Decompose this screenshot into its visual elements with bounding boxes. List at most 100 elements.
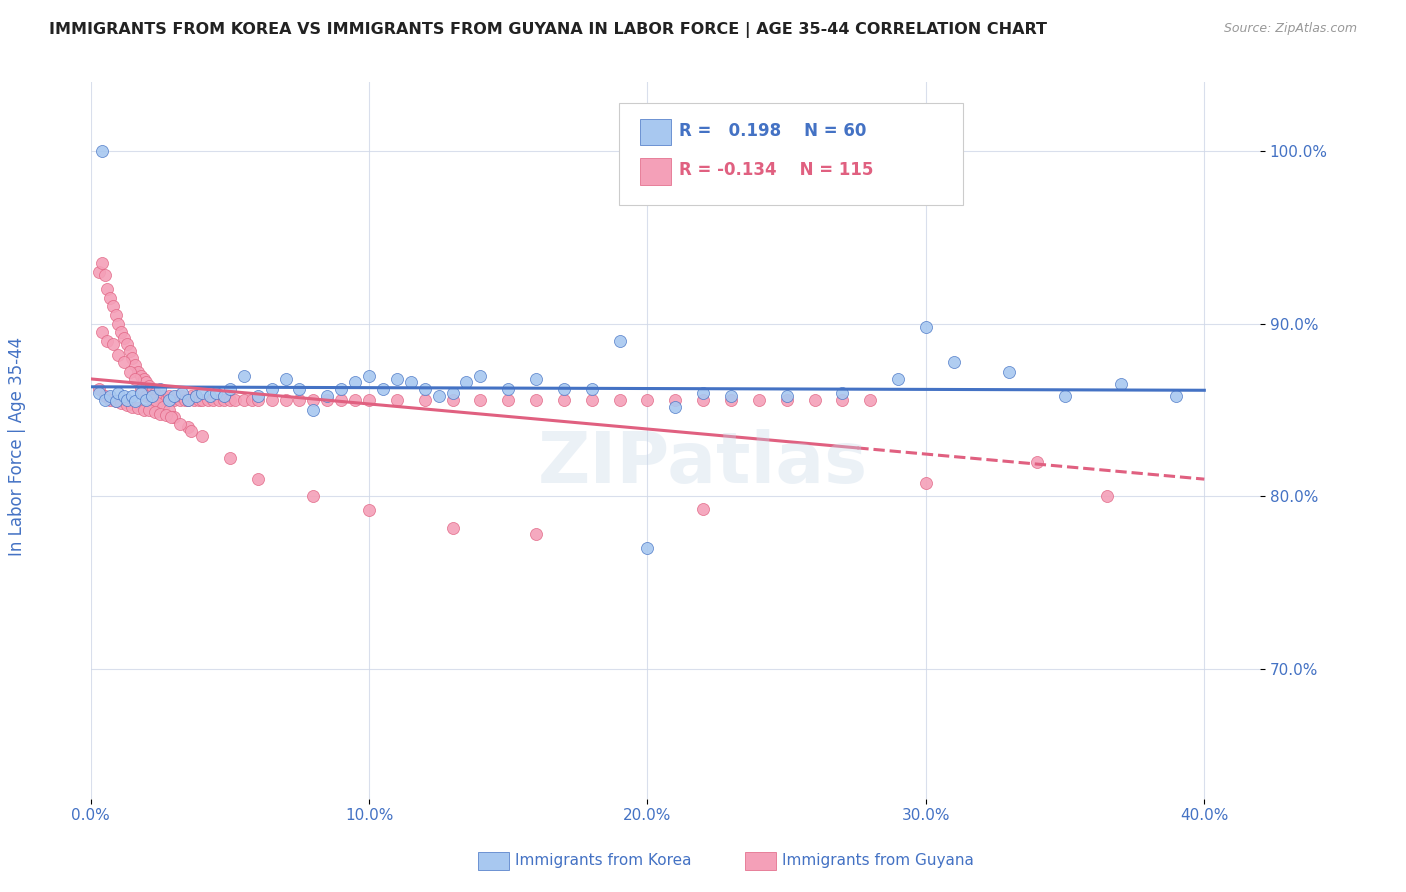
Point <box>344 392 367 407</box>
Point <box>129 368 152 383</box>
Point <box>132 372 155 386</box>
Point <box>124 394 146 409</box>
Point <box>188 392 211 407</box>
Point <box>149 407 172 421</box>
Point <box>942 355 965 369</box>
Point <box>609 392 631 407</box>
Point <box>87 265 110 279</box>
Point <box>553 392 575 407</box>
Point <box>470 368 492 383</box>
Point <box>208 392 231 407</box>
Point <box>87 383 110 397</box>
Point <box>246 392 269 407</box>
Point <box>720 392 742 407</box>
Text: R =   0.198    N = 60: R = 0.198 N = 60 <box>679 122 866 140</box>
Point <box>129 383 152 397</box>
Point <box>169 417 191 431</box>
Point <box>399 376 422 390</box>
Point <box>143 405 166 419</box>
Point <box>98 392 121 407</box>
Point <box>371 383 394 397</box>
Point <box>441 392 464 407</box>
Point <box>115 398 138 412</box>
Point <box>413 383 436 397</box>
Point <box>664 392 686 407</box>
Point <box>330 383 353 397</box>
Point <box>524 527 547 541</box>
Point <box>169 392 191 407</box>
Point <box>93 392 115 407</box>
Point <box>124 358 146 372</box>
Point <box>831 392 853 407</box>
Point <box>637 392 659 407</box>
Point <box>98 291 121 305</box>
Point <box>831 385 853 400</box>
Point <box>112 355 135 369</box>
Point <box>316 389 339 403</box>
Point <box>859 392 882 407</box>
Point <box>121 351 143 366</box>
Point <box>274 392 297 407</box>
Point <box>141 389 163 403</box>
Point <box>344 376 367 390</box>
Point <box>87 385 110 400</box>
Point <box>180 424 202 438</box>
Point <box>110 396 132 410</box>
Point <box>260 392 283 407</box>
Point <box>496 383 519 397</box>
Point <box>524 372 547 386</box>
Point <box>177 392 200 407</box>
Point <box>218 392 240 407</box>
Point <box>163 409 186 424</box>
Point <box>288 392 311 407</box>
Point <box>197 392 219 407</box>
Point <box>135 376 157 390</box>
Point <box>202 392 225 407</box>
Point <box>330 392 353 407</box>
Text: ZIPatlas: ZIPatlas <box>538 429 868 499</box>
Point <box>127 365 149 379</box>
Point <box>138 403 160 417</box>
Point <box>385 392 408 407</box>
Point <box>132 403 155 417</box>
Point <box>803 392 825 407</box>
Point <box>143 385 166 400</box>
Point <box>90 326 112 340</box>
Point <box>121 400 143 414</box>
Point <box>302 392 325 407</box>
Text: In Labor Force | Age 35-44: In Labor Force | Age 35-44 <box>8 336 25 556</box>
Point <box>163 389 186 403</box>
Point <box>93 268 115 283</box>
Point <box>553 383 575 397</box>
Point <box>776 389 799 403</box>
Point <box>146 396 169 410</box>
Point <box>138 379 160 393</box>
Point <box>664 400 686 414</box>
Point <box>581 383 603 397</box>
Point <box>104 308 127 322</box>
Point <box>581 392 603 407</box>
Point <box>157 389 180 403</box>
Point <box>177 392 200 407</box>
Point <box>302 490 325 504</box>
Point <box>104 394 127 409</box>
Point <box>316 392 339 407</box>
Point <box>152 400 174 414</box>
Point <box>1109 377 1132 392</box>
Point <box>157 392 180 407</box>
Point <box>357 503 380 517</box>
Point <box>155 409 177 423</box>
Point <box>191 429 214 443</box>
Point <box>149 392 172 407</box>
Point <box>915 320 938 334</box>
Point <box>112 389 135 403</box>
Point <box>692 385 714 400</box>
Point <box>112 330 135 344</box>
Point <box>218 383 240 397</box>
Point <box>214 392 236 407</box>
Point <box>180 389 202 403</box>
Point <box>200 389 222 403</box>
Point <box>232 368 254 383</box>
Point <box>98 389 121 403</box>
Point <box>205 385 228 400</box>
